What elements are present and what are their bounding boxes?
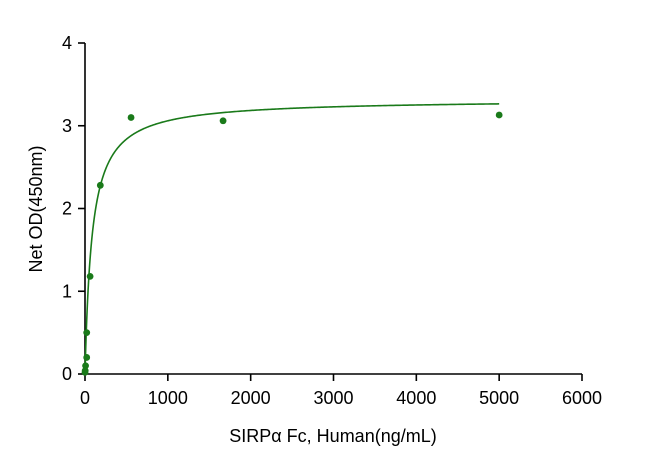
data-point [82,362,89,370]
x-ticks: 0 1000 2000 3000 4000 5000 6000 [80,374,602,408]
data-point [81,367,89,375]
data-point [127,114,135,121]
y-tick-label: 4 [62,33,72,53]
x-axis-title: SIRPα Fc, Human(ng/mL) [229,426,436,446]
x-tick-label: 6000 [562,388,602,408]
plot-area [81,103,503,376]
data-point [96,181,104,189]
x-tick-label: 4000 [396,388,436,408]
data-point [86,272,94,280]
data-point [219,117,227,125]
data-points [81,111,503,376]
x-tick-label: 1000 [148,388,188,408]
y-axis-title: Net OD(450nm) [26,145,46,272]
fit-curve [84,103,500,374]
x-tick-label: 5000 [479,388,519,408]
x-tick-label: 0 [80,388,90,408]
x-tick-label: 3000 [313,388,353,408]
data-point [83,354,91,361]
y-tick-label: 2 [62,199,72,219]
y-tick-label: 0 [62,364,72,384]
y-tick-label: 3 [62,116,72,136]
x-tick-label: 2000 [231,388,271,408]
x-axis: 0 1000 2000 3000 4000 5000 6000 [80,373,602,408]
data-point [83,329,91,337]
y-tick-label: 1 [62,281,72,301]
y-ticks: 0 1 2 3 4 [62,33,85,384]
data-point [495,111,503,119]
y-axis: 0 1 2 3 4 [62,33,86,384]
